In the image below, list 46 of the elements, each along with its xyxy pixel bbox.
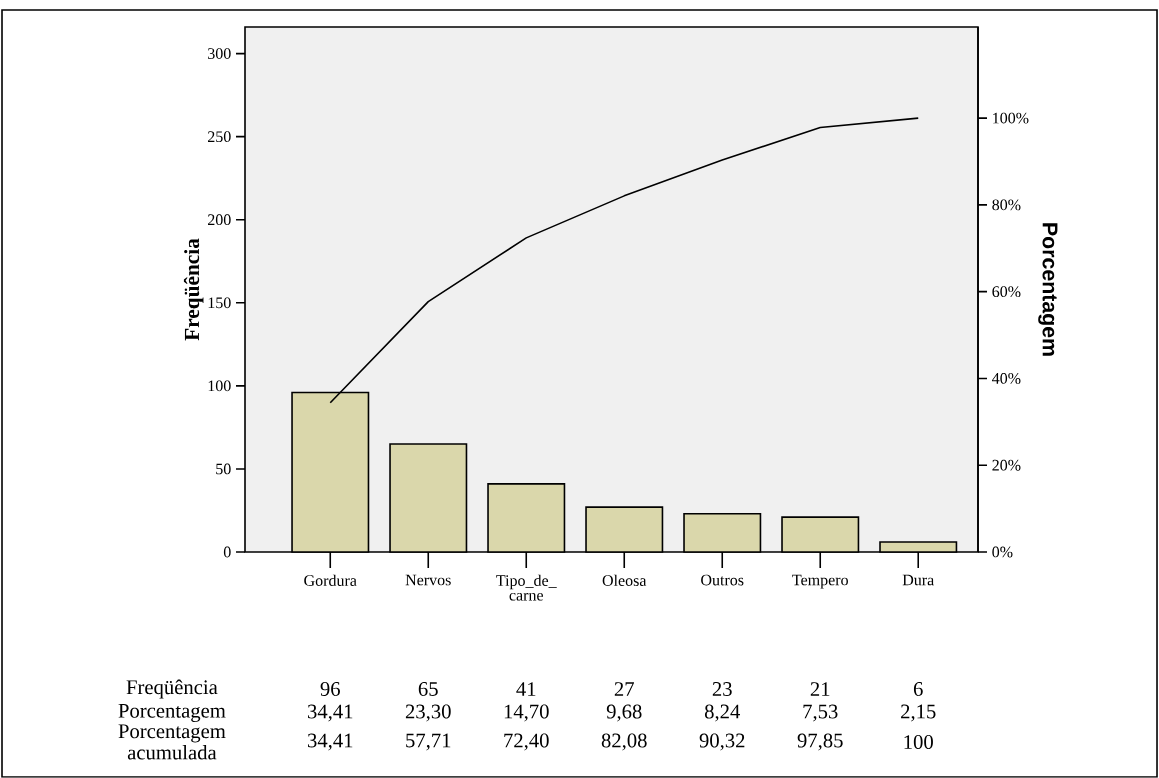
text: 34,41	[307, 704, 353, 722]
y-tick-label: 200	[208, 214, 231, 226]
text: Porcentagem	[118, 704, 226, 723]
data-label: 6	[913, 682, 923, 697]
data-label: 41	[516, 682, 536, 696]
x-tick-label: Dura	[902, 574, 934, 586]
y2-axis-title: Porcentagem	[1038, 223, 1058, 356]
y2-tick-label: 0%	[992, 546, 1013, 558]
x-tick-label: Tempero	[792, 574, 848, 589]
data-label: 82,08	[601, 733, 647, 751]
data-label: 72,40	[504, 733, 549, 751]
y-tick-label: 250	[208, 131, 231, 143]
y-tick-label: 100	[208, 380, 231, 392]
y2-tick-label: 100%	[993, 112, 1029, 124]
data-label: 100	[904, 735, 933, 750]
y2-tick-label: 20%	[992, 459, 1021, 471]
y-tick-label: 300	[208, 48, 231, 60]
text: Porcentagem acumulada	[118, 724, 226, 760]
data-label: 65	[418, 682, 438, 697]
y-axis-title: Freqüência	[183, 238, 204, 341]
data-label: 57,71	[406, 733, 451, 751]
data-label: 23	[712, 682, 732, 697]
text: 9,68	[606, 704, 642, 722]
y2-tick-label: 60%	[992, 286, 1021, 298]
text: 2,15	[901, 704, 936, 722]
y-tick-label: 0	[223, 546, 231, 558]
x-tick-label: Tipo_de_ carne	[496, 574, 557, 601]
y2-tick-label: 40%	[992, 373, 1021, 384]
data-label: 34,41	[307, 733, 353, 751]
text: 23,30	[405, 704, 451, 722]
data-label: 97,85	[797, 733, 843, 751]
y-tick-label: 50	[216, 463, 231, 475]
data-label: 90,32	[699, 733, 745, 751]
text: 14,70	[504, 704, 549, 722]
x-tick-label: Outros	[701, 574, 744, 586]
text: Freqüência	[126, 679, 218, 699]
text: 7,53	[803, 704, 838, 722]
text: 8,24	[704, 704, 740, 722]
data-label: 27	[614, 682, 634, 696]
x-tick-label: Gordura	[304, 574, 357, 587]
data-label: 21	[810, 682, 830, 696]
y2-tick-label: 80%	[992, 199, 1021, 211]
data-label: 96	[320, 682, 340, 697]
y-tick-label: 150	[208, 297, 231, 309]
x-tick-label: Oleosa	[602, 574, 647, 587]
x-tick-label: Nervos	[405, 574, 451, 586]
